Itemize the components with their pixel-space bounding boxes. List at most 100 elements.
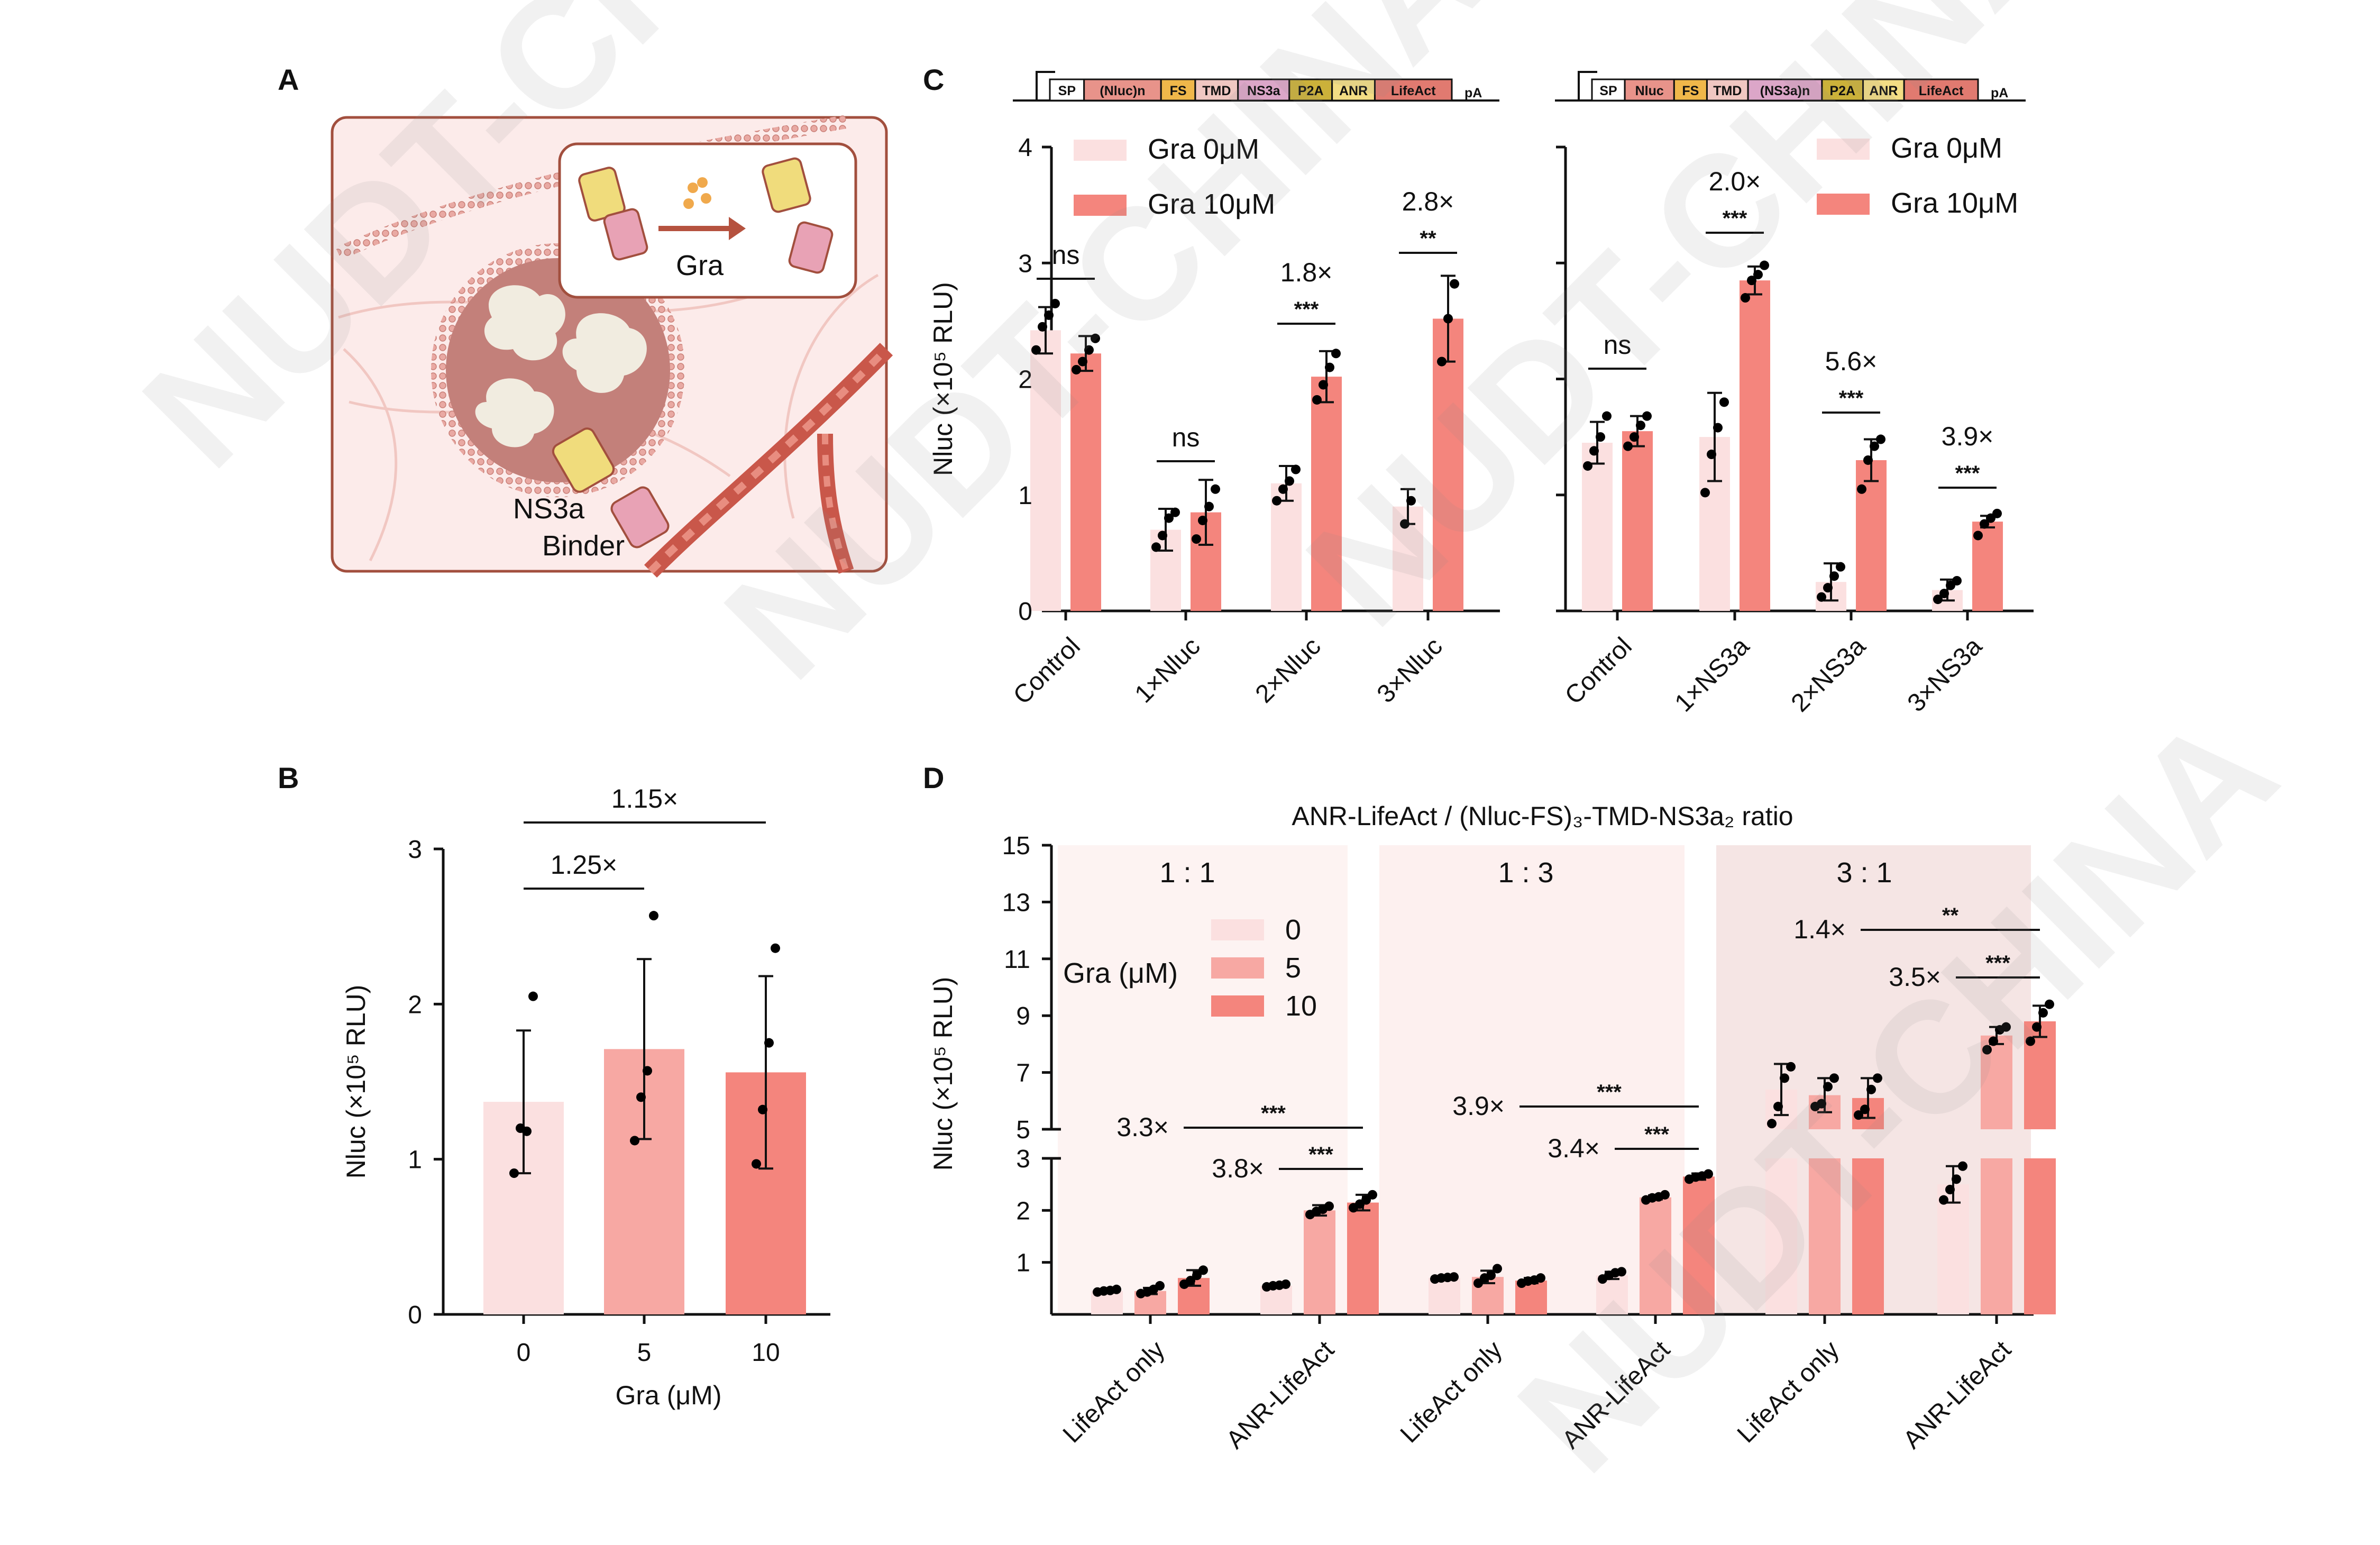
point-1×NS3a-1-0 — [1741, 293, 1750, 303]
binder-label-line2: Binder — [542, 530, 625, 562]
point-3×Nluc-0-0 — [1400, 519, 1409, 529]
x-tick-label-10: 10 — [752, 1339, 780, 1367]
point-1×Nluc-0-1 — [1158, 531, 1167, 541]
point-2-1-2-2 — [2038, 1008, 2048, 1018]
inset-binder-bound — [603, 208, 648, 261]
construct-seg-label-0: SP — [1599, 84, 1617, 98]
point-2×Nluc-1-3 — [1331, 349, 1341, 359]
y-tick-label-lower-0: 1 — [1016, 1249, 1030, 1277]
bar-3×Nluc-gra10 — [1433, 318, 1463, 611]
y-tick-label-upper-3: 11 — [1004, 946, 1030, 974]
y-tick-label-1: 1 — [1018, 482, 1032, 510]
point-1×NS3a-0-2 — [1713, 423, 1723, 433]
ns3a-protein — [552, 427, 615, 493]
significance-2-0: ** — [1942, 904, 1959, 927]
legend-label-gra0-2: Gra 0μM — [1891, 132, 2002, 164]
construct-seg-label-6: ANR — [1339, 84, 1368, 98]
point-0-0-0-3 — [1112, 1284, 1121, 1294]
point-1×NS3a-1-2 — [1753, 270, 1763, 280]
point-Control-1-0 — [1072, 364, 1081, 374]
point-2-1-0-2 — [1952, 1174, 1961, 1184]
construct-diagram-left: SP (Nluc)n FS TMD NS3a P2A ANR LifeAct pA — [1013, 71, 1499, 102]
point-2-0-2-0 — [1854, 1110, 1863, 1120]
panel-label-c: C — [923, 63, 944, 96]
point-Control-1-0 — [1623, 441, 1633, 451]
ratio-label-2: 3 : 1 — [1836, 857, 1892, 889]
point-0-0-2-3 — [1198, 1265, 1208, 1275]
bar-1-ANR-LifeAct-1 — [1640, 1197, 1671, 1314]
bar-1-LifeAct only-0 — [1429, 1278, 1460, 1314]
construct-seg-label-2: FS — [1682, 84, 1699, 98]
point-2-0-2-3 — [1873, 1073, 1882, 1083]
construct-segment-0 — [1591, 78, 1626, 102]
y-axis-label-d: Nluc (×10⁵ RLU) — [928, 977, 958, 1171]
y-tick-label-upper-2: 9 — [1016, 1002, 1030, 1030]
y-tick-label-1: 1 — [408, 1146, 422, 1174]
point-10-2 — [764, 1038, 774, 1048]
y-tick-label-upper-1: 7 — [1016, 1059, 1030, 1087]
point-Control-0-1 — [1038, 322, 1047, 332]
point-1×NS3a-1-1 — [1747, 276, 1756, 286]
comparison-label-0: 1.25× — [551, 850, 618, 880]
chart-b: 0 1 2 3 0 5 10 Gra (μM) Nluc (×10⁵ RLU) 1.25× 1.15… — [341, 784, 830, 1410]
x-tick-label-1×Nluc: 1×Nluc — [1130, 632, 1206, 708]
promoter-arrow-icon — [1578, 71, 1597, 100]
ratio-label-1: 1 : 3 — [1498, 857, 1553, 889]
y-tick-label-0: 0 — [1018, 598, 1032, 626]
legend-label-gra10-2: Gra 10μM — [1891, 187, 2018, 219]
point-3×NS3a-0-1 — [1939, 589, 1949, 599]
x-tick-label-2×NS3a: 2×NS3a — [1786, 632, 1871, 717]
point-2-0-0-3 — [1786, 1062, 1796, 1072]
y-tick-label-2: 2 — [408, 991, 422, 1019]
legend-swatch-gra0-1 — [1074, 140, 1127, 161]
y-axis-label: Nluc (×10⁵ RLU) — [341, 985, 371, 1179]
significance-1-1: *** — [1644, 1123, 1669, 1146]
point-2×NS3a-1-3 — [1876, 434, 1885, 444]
point-0-0-2-2 — [1192, 1270, 1202, 1281]
point-Control-0-2 — [1044, 310, 1054, 320]
point-2-1-1-3 — [2001, 1022, 2011, 1032]
construct-seg-label-4: (NS3a)n — [1760, 84, 1810, 98]
point-10-3 — [771, 943, 780, 953]
y-tick-label-0: 0 — [408, 1301, 422, 1329]
point-1×Nluc-1-0 — [1192, 534, 1201, 544]
significance-3×Nluc: ** — [1420, 227, 1436, 250]
point-2-1-0-1 — [1945, 1185, 1955, 1194]
fold-label-3×Nluc: 2.8× — [1402, 187, 1454, 216]
point-1-1-0-3 — [1617, 1267, 1626, 1277]
y-tick-label-lower-2: 3 — [1016, 1145, 1030, 1173]
y-tick-label-2: 2 — [1018, 366, 1032, 394]
point-Control-1-3 — [1642, 411, 1652, 421]
bar-Control-gra0 — [1582, 443, 1613, 611]
binder-protein — [610, 486, 670, 548]
x-tick-label-1×NS3a: 1×NS3a — [1670, 632, 1755, 717]
bar-2×NS3a-gra10 — [1856, 460, 1887, 611]
significance-1×NS3a: *** — [1723, 207, 1747, 230]
point-3×NS3a-1-3 — [1992, 508, 2002, 518]
point-1-0-2-3 — [1536, 1273, 1545, 1283]
point-3×Nluc-1-0 — [1437, 356, 1447, 367]
point-2-0-1-3 — [1829, 1073, 1839, 1083]
legend-label-d-0: 0 — [1285, 914, 1301, 946]
legend-label-d-1: 5 — [1285, 952, 1301, 984]
drug-dot-1 — [688, 182, 698, 193]
point-2-0-2-1 — [1860, 1104, 1870, 1114]
bar-0-ANR-LifeAct-1 — [1304, 1210, 1335, 1314]
x-tick-label-2-1: ANR-LifeAct — [1898, 1336, 2017, 1454]
fold-label-3×NS3a: 3.9× — [1942, 422, 1994, 451]
point-0-0-2-1 — [1186, 1276, 1195, 1286]
point-2×NS3a-0-3 — [1836, 562, 1845, 572]
point-2-1-0-3 — [1958, 1161, 1967, 1171]
construct-segment-1 — [1083, 78, 1162, 102]
point-2-0-1-1 — [1817, 1099, 1826, 1109]
point-0-3 — [528, 991, 538, 1001]
drug-dot-3 — [683, 198, 694, 209]
bar-Control-gra10 — [1622, 431, 1653, 611]
point-1-0-0-3 — [1449, 1272, 1459, 1282]
actin-filament — [644, 343, 893, 578]
point-3×Nluc-1-1 — [1443, 314, 1453, 324]
point-1-0-1-3 — [1493, 1264, 1502, 1274]
x-tick-label-0-1: ANR-LifeAct — [1221, 1336, 1340, 1454]
point-2-1-0-0 — [1939, 1195, 1948, 1205]
promoter-arrow-icon — [1036, 71, 1055, 100]
